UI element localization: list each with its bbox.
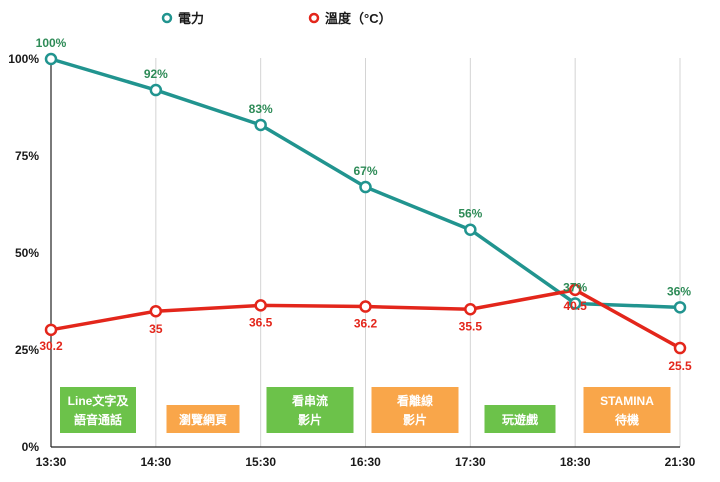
- activity-box: [371, 387, 459, 433]
- legend-marker: [308, 12, 320, 24]
- x-tick-label: 14:30: [140, 455, 171, 469]
- data-point: [44, 323, 58, 337]
- data-point: [359, 180, 372, 194]
- y-tick-label: 0%: [22, 440, 40, 454]
- activity-label: 看串流: [292, 393, 328, 408]
- data-label: 37%: [563, 280, 587, 294]
- x-tick-label: 18:30: [560, 455, 591, 469]
- data-point: [149, 304, 163, 318]
- activity-box: [60, 387, 136, 433]
- data-label: 36.2: [354, 317, 378, 331]
- data-label: 36%: [667, 284, 691, 298]
- data-point: [673, 301, 687, 314]
- x-tick-label: 15:30: [245, 455, 276, 469]
- data-label: 92%: [144, 67, 168, 81]
- data-label: 83%: [249, 102, 273, 116]
- x-tick-label: 17:30: [455, 455, 486, 469]
- activity-label: STAMINA: [600, 394, 654, 408]
- legend-marker: [161, 12, 173, 24]
- data-point: [464, 223, 477, 236]
- y-tick-label: 75%: [15, 149, 39, 163]
- x-tick-label: 16:30: [350, 455, 381, 469]
- data-label: 100%: [36, 36, 67, 50]
- data-point: [44, 52, 58, 66]
- activity-label: 語音通話: [74, 412, 122, 427]
- data-label: 35: [149, 322, 163, 336]
- y-tick-label: 50%: [15, 246, 39, 260]
- y-tick-label: 100%: [8, 52, 39, 66]
- data-label: 30.2: [39, 339, 63, 353]
- data-label: 35.5: [459, 319, 483, 333]
- data-point: [254, 299, 267, 312]
- data-point: [568, 283, 582, 297]
- legend-label: 溫度（°C）: [325, 11, 392, 26]
- legend-label: 電力: [178, 11, 204, 26]
- x-tick-label: 13:30: [36, 455, 67, 469]
- data-label: 25.5: [668, 359, 692, 373]
- data-point: [254, 118, 267, 132]
- activity-box: [166, 405, 240, 433]
- activity-label: 瀏覽網頁: [179, 412, 227, 427]
- activity-label: 玩遊戲: [502, 412, 539, 427]
- activity-label: 影片: [298, 412, 322, 427]
- activity-box: [266, 387, 354, 433]
- activity-box: [583, 387, 671, 433]
- data-point: [359, 300, 372, 313]
- x-tick-label: 21:30: [665, 455, 696, 469]
- data-point: [464, 303, 477, 316]
- data-label: 40.5: [563, 299, 587, 313]
- data-label: 67%: [353, 164, 377, 178]
- data-point: [149, 83, 163, 97]
- y-tick-label: 25%: [15, 343, 39, 357]
- activity-label: Line文字及: [68, 393, 130, 408]
- data-point: [568, 297, 582, 310]
- activity-label: 看離線: [397, 393, 433, 408]
- activity-label: 待機: [615, 412, 639, 427]
- activity-box: [484, 405, 556, 433]
- data-label: 56%: [458, 207, 482, 221]
- activity-label: 影片: [403, 412, 427, 427]
- data-point: [673, 341, 687, 355]
- data-label: 36.5: [249, 315, 273, 329]
